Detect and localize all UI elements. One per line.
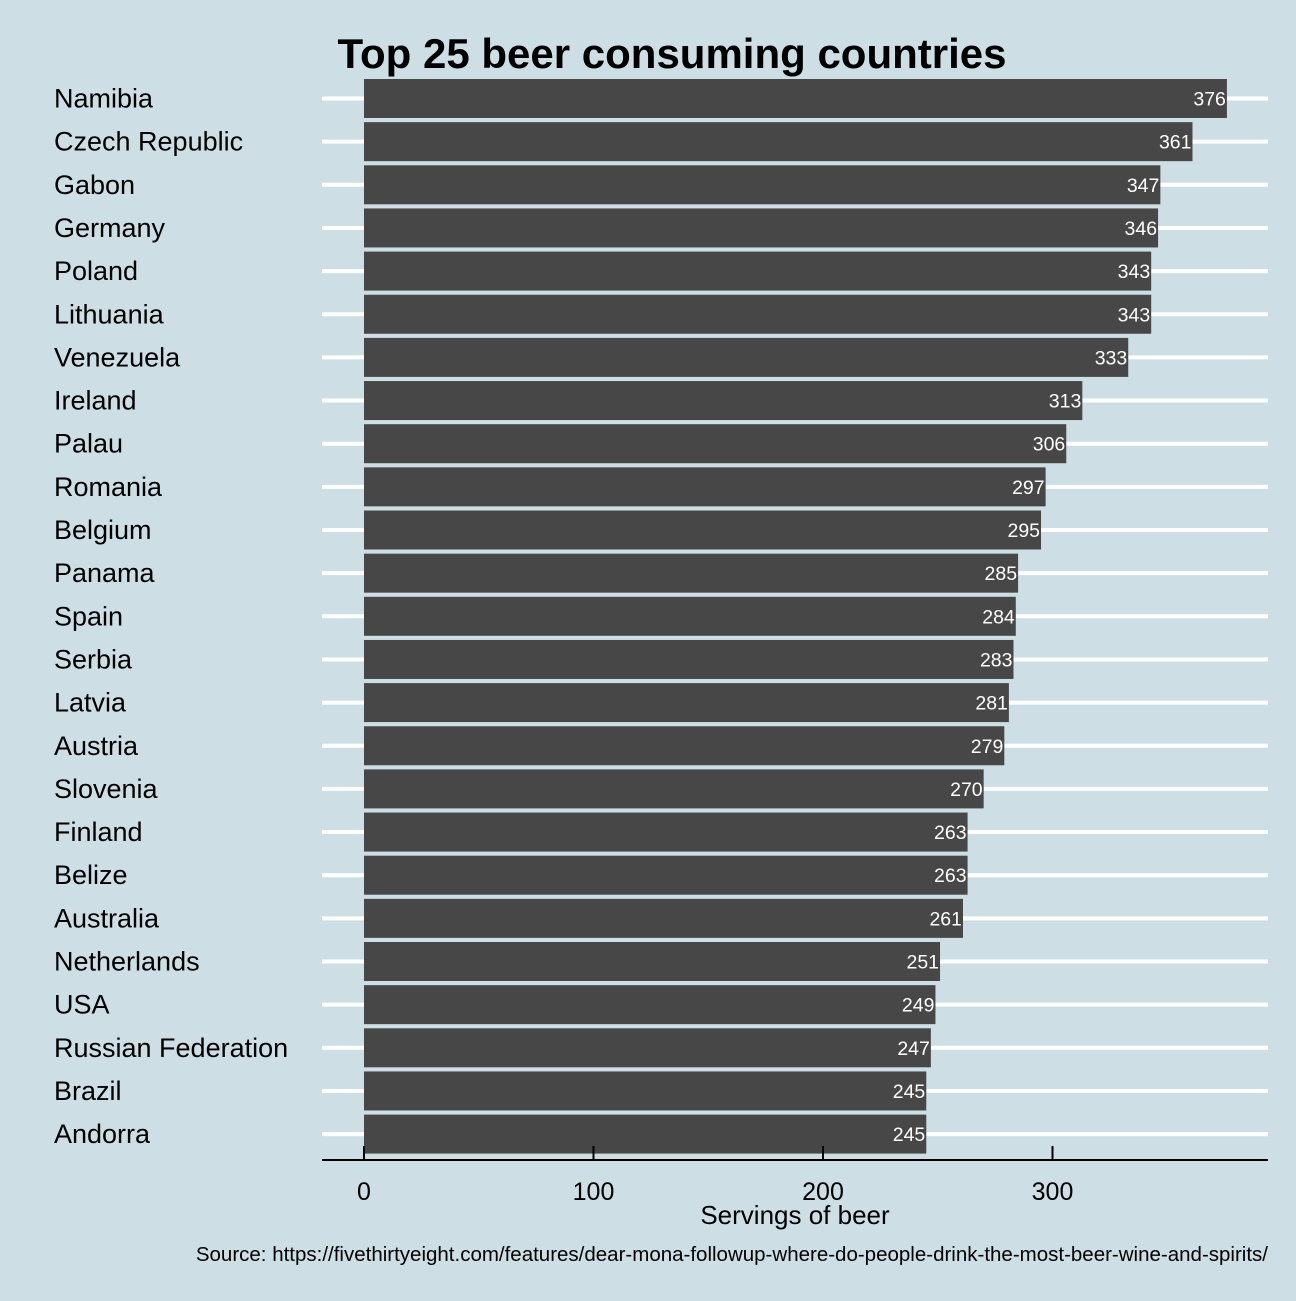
source-caption: Source: https://fivethirtyeight.com/feat…: [196, 1243, 1268, 1266]
bar: [364, 1028, 931, 1068]
category-label: Gabon: [54, 170, 135, 200]
bar: [364, 769, 984, 809]
category-label: Lithuania: [54, 299, 165, 329]
bar: [364, 1114, 927, 1154]
data-label: 295: [1007, 520, 1040, 542]
data-label: 245: [893, 1081, 926, 1103]
category-label: USA: [54, 990, 110, 1020]
x-tick-label: 200: [802, 1178, 844, 1206]
bar: [364, 596, 1016, 636]
bars: [364, 79, 1227, 1154]
category-label: Germany: [54, 213, 166, 243]
bar: [364, 812, 968, 852]
bar: [364, 855, 968, 895]
data-label: 249: [902, 995, 935, 1017]
data-label: 343: [1118, 304, 1151, 326]
data-label: 346: [1125, 218, 1158, 240]
data-label: 263: [934, 865, 967, 887]
data-label: 297: [1012, 477, 1045, 499]
data-label: 376: [1193, 89, 1226, 111]
category-label: Poland: [54, 256, 138, 286]
category-label: Australia: [54, 903, 160, 933]
category-label: Romania: [54, 472, 163, 502]
data-label: 251: [906, 952, 939, 974]
data-label: 261: [929, 908, 962, 930]
bar: [364, 467, 1046, 507]
bar: [364, 898, 963, 938]
bar: [364, 1071, 927, 1111]
category-label: Andorra: [54, 1119, 151, 1149]
category-label: Belize: [54, 860, 128, 890]
category-label: Serbia: [54, 644, 133, 674]
chart-title: Top 25 beer consuming countries: [337, 30, 1006, 77]
bar: [364, 639, 1014, 679]
bar: [364, 122, 1193, 162]
category-label: Czech Republic: [54, 127, 243, 157]
data-label: 245: [893, 1124, 926, 1146]
bar: [364, 683, 1009, 723]
data-label: 313: [1049, 391, 1082, 413]
data-label: 279: [971, 736, 1004, 758]
bar: [364, 942, 941, 981]
category-label: Finland: [54, 817, 143, 847]
bar: [364, 251, 1152, 291]
category-label: Namibia: [54, 84, 154, 114]
data-label: 270: [950, 779, 983, 801]
x-tick-label: 100: [573, 1178, 615, 1206]
x-tick-label: 300: [1032, 1178, 1074, 1206]
category-labels: Namibia Czech Republic Gabon Germany Poland L…: [54, 84, 288, 1150]
category-label: Panama: [54, 558, 156, 588]
bar: [364, 165, 1161, 205]
bar: [364, 424, 1067, 464]
category-label: Belgium: [54, 515, 152, 545]
bar: [364, 337, 1129, 377]
bar: [364, 726, 1005, 766]
bar: [364, 208, 1159, 248]
data-label: 285: [985, 563, 1018, 585]
data-label: 284: [982, 606, 1015, 628]
category-label: Spain: [54, 601, 123, 631]
data-label: 361: [1159, 132, 1192, 154]
category-label: Brazil: [54, 1076, 122, 1106]
data-label: 263: [934, 822, 967, 844]
bar: [364, 985, 936, 1025]
data-label: 283: [980, 649, 1013, 671]
category-label: Netherlands: [54, 947, 200, 977]
category-label: Ireland: [54, 386, 137, 416]
data-label: 343: [1118, 261, 1151, 283]
data-label: 281: [975, 693, 1008, 715]
data-label: 247: [897, 1038, 930, 1060]
data-label: 306: [1033, 434, 1066, 456]
bar: [364, 553, 1019, 593]
x-axis: 0 100 200 300: [322, 1146, 1268, 1206]
category-label: Venezuela: [54, 342, 181, 372]
category-label: Slovenia: [54, 774, 159, 804]
bar: [364, 79, 1227, 118]
bar: [364, 510, 1042, 550]
bar: [364, 381, 1083, 421]
category-label: Russian Federation: [54, 1033, 288, 1063]
x-tick-label: 0: [357, 1178, 371, 1206]
bar: [364, 294, 1152, 334]
data-label: 347: [1127, 175, 1160, 197]
category-label: Latvia: [54, 688, 127, 718]
category-label: Palau: [54, 429, 123, 459]
x-axis-label: Servings of beer: [700, 1200, 890, 1230]
category-label: Austria: [54, 731, 139, 761]
data-label: 333: [1095, 347, 1128, 369]
